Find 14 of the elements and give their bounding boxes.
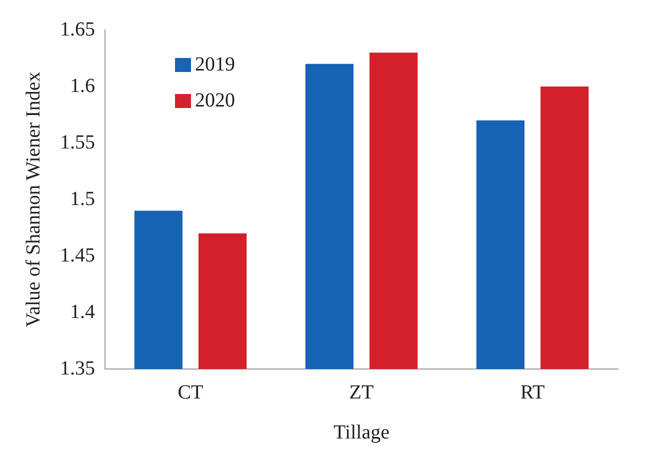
y-tick-label: 1.45	[60, 244, 95, 266]
y-tick-label: 1.5	[70, 188, 95, 210]
y-tick-label: 1.55	[60, 131, 95, 154]
x-tick-label: RT	[520, 381, 545, 404]
legend-label: 2020	[195, 89, 235, 112]
legend-label: 2019	[195, 53, 235, 76]
x-tick-label: CT	[178, 381, 204, 404]
x-tick-label: ZT	[349, 381, 374, 404]
x-axis-title: Tillage	[334, 421, 390, 444]
y-tick-label: 1.35	[60, 357, 95, 380]
y-tick-label: 1.6	[70, 74, 95, 97]
y-tick-label: 1.4	[70, 300, 95, 323]
y-axis-title: Value of Shannon Wiener Index	[22, 72, 44, 328]
y-tick-label: 1.65	[60, 18, 95, 40]
